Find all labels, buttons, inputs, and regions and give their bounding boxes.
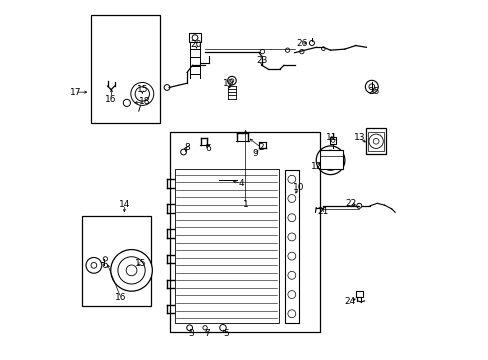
Circle shape xyxy=(123,99,130,107)
Circle shape xyxy=(164,85,169,90)
Text: 15: 15 xyxy=(135,259,146,268)
Circle shape xyxy=(287,291,295,298)
Text: 7: 7 xyxy=(203,329,209,338)
Circle shape xyxy=(356,203,361,208)
Text: 6: 6 xyxy=(205,144,211,153)
Circle shape xyxy=(126,265,137,276)
Circle shape xyxy=(110,249,152,291)
Circle shape xyxy=(287,194,295,202)
Circle shape xyxy=(320,150,340,170)
Text: 3: 3 xyxy=(187,329,193,338)
Circle shape xyxy=(330,139,334,142)
Circle shape xyxy=(372,138,378,144)
Bar xyxy=(188,33,201,42)
Circle shape xyxy=(230,79,233,82)
Text: 22: 22 xyxy=(345,199,356,208)
Circle shape xyxy=(368,84,374,90)
Text: 16: 16 xyxy=(115,293,126,302)
Text: 18: 18 xyxy=(139,97,150,106)
Text: 10: 10 xyxy=(293,183,304,192)
Bar xyxy=(284,170,298,323)
Text: 14: 14 xyxy=(119,200,130,209)
Text: 4: 4 xyxy=(238,179,243,188)
Text: 5: 5 xyxy=(223,329,228,338)
Text: 8: 8 xyxy=(184,143,190,152)
Text: 13: 13 xyxy=(353,133,364,142)
Bar xyxy=(329,137,336,144)
Circle shape xyxy=(287,233,295,241)
Text: 12: 12 xyxy=(310,162,321,171)
Circle shape xyxy=(86,257,102,273)
Circle shape xyxy=(118,257,145,284)
Bar xyxy=(366,129,386,154)
Circle shape xyxy=(287,175,295,183)
Circle shape xyxy=(103,257,107,261)
Circle shape xyxy=(368,134,383,148)
Text: 26: 26 xyxy=(296,39,307,48)
Bar xyxy=(355,291,362,297)
Circle shape xyxy=(285,48,289,52)
Text: 15: 15 xyxy=(136,85,148,94)
Circle shape xyxy=(316,146,344,175)
Circle shape xyxy=(287,214,295,222)
Bar xyxy=(170,132,320,332)
Text: 20: 20 xyxy=(190,40,202,49)
Circle shape xyxy=(309,41,314,45)
Text: 2: 2 xyxy=(258,143,264,152)
Text: 23: 23 xyxy=(256,57,267,66)
Circle shape xyxy=(103,263,107,267)
Circle shape xyxy=(91,262,97,268)
Circle shape xyxy=(321,47,325,50)
Bar xyxy=(82,216,151,306)
Circle shape xyxy=(131,82,153,105)
Bar xyxy=(91,15,160,123)
Circle shape xyxy=(299,49,304,54)
Text: 1: 1 xyxy=(242,200,248,209)
Circle shape xyxy=(219,324,226,331)
Circle shape xyxy=(227,76,236,85)
Circle shape xyxy=(287,310,295,318)
Bar xyxy=(367,132,384,150)
Circle shape xyxy=(260,49,264,54)
Text: 9: 9 xyxy=(252,149,258,158)
Text: 24: 24 xyxy=(344,297,355,306)
Circle shape xyxy=(180,149,186,155)
Text: 11: 11 xyxy=(325,133,336,142)
Bar xyxy=(174,169,278,323)
Circle shape xyxy=(365,80,378,93)
Circle shape xyxy=(192,35,198,41)
Circle shape xyxy=(186,325,192,330)
Text: 19: 19 xyxy=(222,80,234,89)
Circle shape xyxy=(203,325,207,330)
Text: 17: 17 xyxy=(69,87,81,96)
Circle shape xyxy=(287,252,295,260)
Circle shape xyxy=(135,87,149,101)
Text: 16: 16 xyxy=(105,95,117,104)
Bar xyxy=(319,149,343,169)
Text: 21: 21 xyxy=(316,207,328,216)
Circle shape xyxy=(287,271,295,279)
Text: 25: 25 xyxy=(368,86,379,95)
